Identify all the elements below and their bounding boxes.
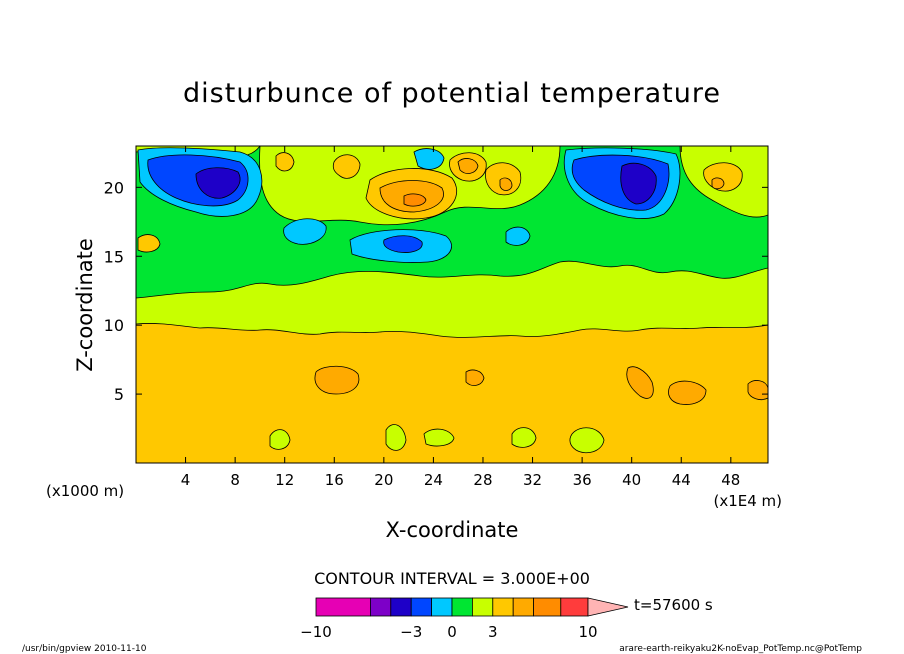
time-label: t=57600 s xyxy=(634,596,713,614)
colorbar-tick-label: −10 xyxy=(300,623,332,641)
field-patch-orange3 xyxy=(403,193,427,207)
x-axis-label: X-coordinate xyxy=(386,518,519,542)
field-patch-yellow xyxy=(569,427,605,454)
plot-area xyxy=(135,145,769,464)
colorbar-tick-label: 10 xyxy=(578,623,597,641)
colorbar-arrow xyxy=(587,597,629,617)
colorbar-tick-label: −3 xyxy=(400,623,422,641)
footer-left: /usr/bin/gpview 2010-11-10 xyxy=(22,644,147,654)
colorbar-ticks: −10 −3 0 3 10 xyxy=(300,623,597,641)
field-patch-orange xyxy=(275,152,295,172)
y-tick-label: 5 xyxy=(114,385,124,404)
field-patch-darkblue xyxy=(195,167,241,199)
x-unit-right-label: (x1E4 m) xyxy=(713,492,782,510)
x-tick-label: 16 xyxy=(325,471,344,489)
field-patch-darkblue xyxy=(620,162,657,205)
colorbar-segment xyxy=(533,597,562,617)
field-patch-orange2 xyxy=(668,380,707,405)
contour-interval-label: CONTOUR INTERVAL = 3.000E+00 xyxy=(314,569,590,588)
field-patch-orange2 xyxy=(747,380,768,400)
field-patch-orange2 xyxy=(314,365,360,395)
x-tick-label: 4 xyxy=(181,471,191,489)
field-patch-orange xyxy=(137,234,161,253)
chart-title: disturbunce of potential temperature xyxy=(183,78,721,109)
field-patch-yellow xyxy=(511,427,537,448)
field-patch-cyan xyxy=(283,218,327,245)
colorbar-segment xyxy=(390,597,412,617)
field-patch-blue xyxy=(383,235,423,253)
field-patch-yellow xyxy=(385,424,407,451)
field-patch-yellow xyxy=(423,428,455,447)
x-tick-label: 24 xyxy=(424,471,443,489)
y-tick-label: 15 xyxy=(104,247,124,266)
colorbar-segment xyxy=(492,597,514,617)
colorbar-tick-label: 3 xyxy=(488,623,498,641)
field-patch-orange2 xyxy=(626,366,654,399)
y-axis: 5 10 15 20 xyxy=(104,178,768,404)
x-tick-label: 44 xyxy=(672,471,691,489)
x-tick-label: 8 xyxy=(230,471,240,489)
field-patch-orange2 xyxy=(711,177,725,190)
x-tick-label: 40 xyxy=(622,471,641,489)
colorbar xyxy=(315,597,629,617)
colorbar-segment xyxy=(431,597,453,617)
colorbar-segment xyxy=(471,597,494,617)
x-tick-label: 32 xyxy=(523,471,542,489)
x-tick-label: 20 xyxy=(374,471,393,489)
colorbar-tick-label: 0 xyxy=(447,623,457,641)
colorbar-segment xyxy=(560,597,589,617)
field-patch-orange2 xyxy=(457,158,479,174)
field-patch-orange2 xyxy=(499,177,513,191)
colorbar-segment xyxy=(369,597,392,617)
colorbar-segment xyxy=(410,597,433,617)
y-axis-label: Z-coordinate xyxy=(73,238,97,372)
field-patch-yellow xyxy=(269,429,291,450)
x-tick-label: 28 xyxy=(473,471,492,489)
field-patch-orange xyxy=(332,154,361,179)
plot-frame xyxy=(135,145,769,464)
footer-right: arare-earth-reikyaku2K-noEvap_PotTemp.nc… xyxy=(619,644,862,654)
x-axis: 4 8 12 16 20 24 28 32 36 40 44 48 xyxy=(181,146,740,489)
colorbar-segment xyxy=(315,597,371,617)
x-tick-label: 48 xyxy=(721,471,740,489)
colorbar-segment xyxy=(451,597,473,617)
x-tick-label: 12 xyxy=(275,471,294,489)
field-patch-cyan xyxy=(505,226,531,246)
x-unit-left-label: (x1000 m) xyxy=(46,482,124,500)
colorbar-segment xyxy=(512,597,535,617)
field-patch-cyan xyxy=(413,148,445,170)
field-patch-orange2 xyxy=(465,369,485,386)
x-tick-label: 36 xyxy=(573,471,592,489)
y-tick-label: 20 xyxy=(104,178,124,197)
y-tick-label: 10 xyxy=(104,316,124,335)
